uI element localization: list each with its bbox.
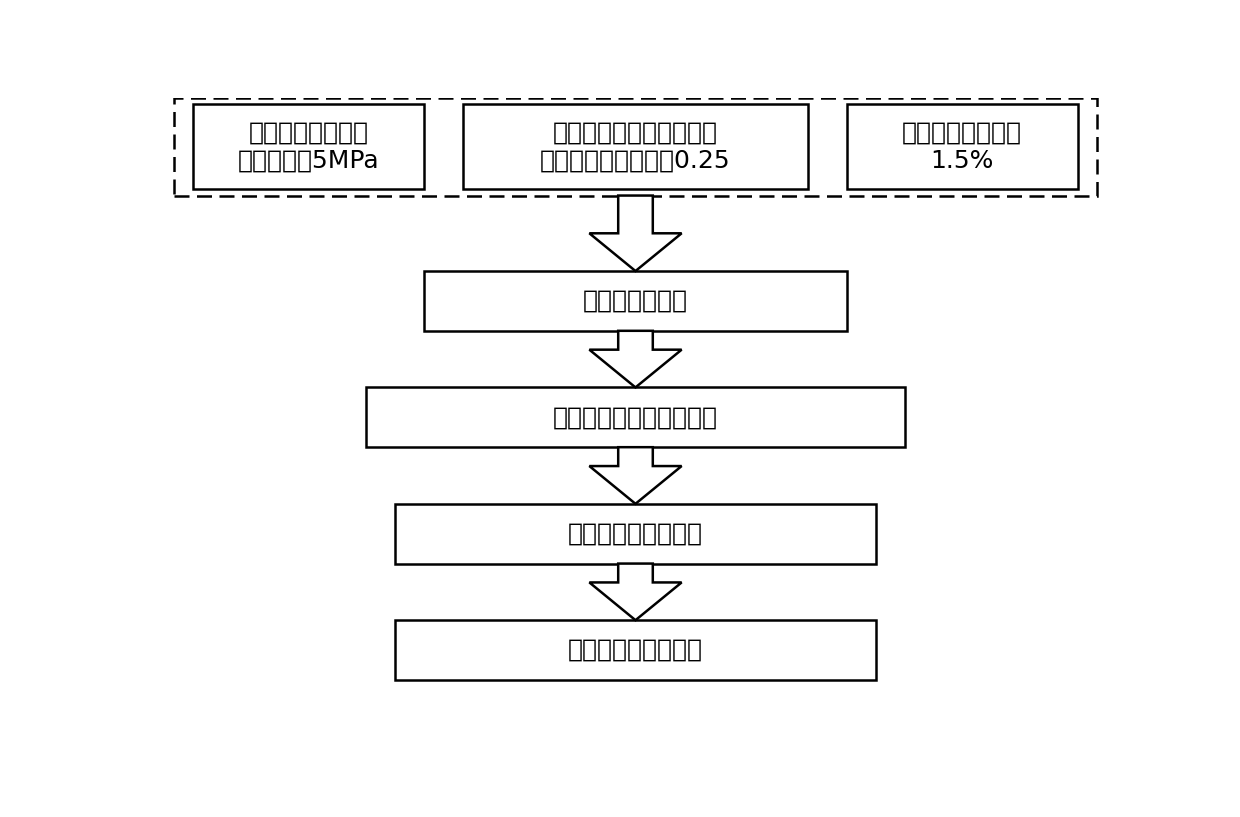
Text: 挤压性围岩变形分级标准: 挤压性围岩变形分级标准 bbox=[553, 405, 718, 429]
Polygon shape bbox=[589, 564, 682, 620]
Text: 挤压性围岩支护特征: 挤压性围岩支护特征 bbox=[568, 522, 703, 546]
Text: 岩石单轴饱和抗压
强度不大于5MPa: 岩石单轴饱和抗压 强度不大于5MPa bbox=[238, 121, 379, 172]
Text: 地应力值大于围岩强度，
围岩强度应力比小于0.25: 地应力值大于围岩强度， 围岩强度应力比小于0.25 bbox=[541, 121, 730, 172]
Polygon shape bbox=[589, 447, 682, 504]
Polygon shape bbox=[589, 331, 682, 387]
Text: 围岩极限应变大于
1.5%: 围岩极限应变大于 1.5% bbox=[903, 121, 1022, 172]
Bar bbox=[396, 504, 875, 564]
Bar bbox=[367, 387, 905, 447]
Bar bbox=[463, 105, 808, 190]
Bar bbox=[847, 105, 1078, 190]
Bar bbox=[424, 271, 847, 331]
Polygon shape bbox=[589, 195, 682, 271]
Text: 挤压性围岩定义: 挤压性围岩定义 bbox=[583, 289, 688, 313]
Bar bbox=[174, 98, 1096, 195]
Bar bbox=[193, 105, 424, 190]
Bar bbox=[396, 620, 875, 680]
Text: 挤压性围岩预测方法: 挤压性围岩预测方法 bbox=[568, 638, 703, 662]
